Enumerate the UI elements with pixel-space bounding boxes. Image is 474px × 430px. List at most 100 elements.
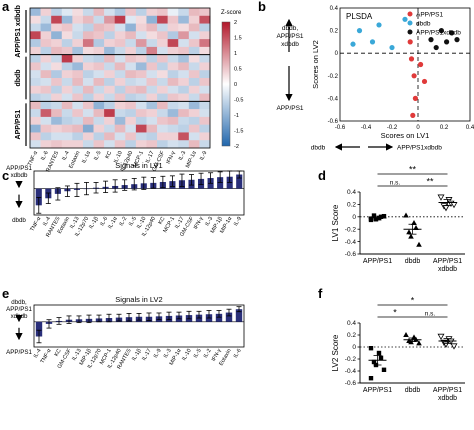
heatmap-cell (157, 101, 168, 110)
heatmap-cell (157, 78, 168, 87)
heatmap-cell (61, 140, 73, 149)
heatmap-column-label: IL-6 (40, 150, 49, 161)
heatmap-cell (93, 8, 105, 17)
heatmap-cell (82, 93, 94, 102)
significance-label: ** (426, 177, 434, 187)
scatter-point (421, 78, 428, 85)
bar-category-label: IL-4 (42, 216, 52, 227)
heatmap-cell (30, 116, 41, 125)
heatmap-cell (93, 78, 105, 87)
bar (35, 188, 42, 206)
heatmap-cell (82, 23, 94, 32)
heatmap-cell (199, 93, 211, 102)
bar-category-label: IL-6 (99, 216, 109, 227)
heatmap-cell (72, 46, 84, 55)
heatmap-column-label: IL-3 (178, 150, 187, 161)
heatmap-cell (93, 109, 105, 118)
bar-category-label: IL-17 (174, 216, 185, 230)
scatter-point (449, 30, 455, 36)
heatmap-cell (199, 15, 211, 24)
heatmap-cell (51, 101, 63, 110)
bar-category-label: IL-2 (118, 216, 128, 227)
heatmap-cell (125, 101, 137, 110)
scatter-point (428, 37, 434, 43)
heatmap-cell (40, 46, 52, 55)
heatmap-cell (93, 39, 105, 48)
heatmap-cell (167, 8, 179, 17)
heatmap-cell (114, 54, 126, 63)
heatmap-cell (146, 8, 158, 17)
heatmap-cell (61, 39, 73, 48)
scatter-point (412, 95, 418, 101)
heatmap-cell (178, 54, 190, 63)
heatmap-cell (93, 93, 105, 102)
heatmap-cell (135, 93, 147, 102)
data-point (376, 350, 382, 356)
x-category-label: dbdb (405, 258, 421, 265)
heatmap-cell (199, 31, 211, 40)
heatmap-cell (125, 93, 137, 102)
heatmap-cell (146, 39, 158, 48)
lv2-score-panel: 0.4 0.2 0 -0.2 -0.4 -0.6 LV2 Score APP/PS1 dbdb A… (331, 296, 465, 402)
heatmap-cell (82, 31, 94, 40)
heatmap-cell (146, 101, 158, 110)
heatmap-cell (199, 140, 211, 149)
heatmap-cell (188, 124, 200, 133)
heatmap-cell (188, 70, 200, 79)
y-tick-label: -0.6 (328, 119, 339, 125)
heatmap-cell (178, 15, 190, 24)
heatmap-cell (51, 132, 63, 141)
legend-label: dbdb (416, 21, 431, 28)
bar-category-label: KC (54, 348, 63, 358)
y-tick-label: -0.2 (345, 226, 357, 233)
heatmap-cell (82, 101, 94, 110)
y-tick-label: -0.2 (345, 356, 357, 363)
heatmap-cell (146, 93, 158, 102)
heatmap-cell (125, 8, 137, 17)
y-tick-label: 0 (352, 214, 356, 221)
heatmap-cell (61, 62, 73, 71)
heatmap-cell (72, 85, 84, 94)
heatmap-cell (61, 8, 73, 17)
y-axis-label: LV1 Score (331, 204, 340, 241)
heatmap-cell (157, 140, 168, 149)
heatmap-cell (114, 15, 126, 24)
heatmap-cell (199, 46, 211, 55)
heatmap-cell (72, 62, 84, 71)
heatmap-cell (135, 46, 147, 55)
scatter-point (438, 28, 444, 34)
heatmap-cell (82, 85, 94, 94)
heatmap-cell (135, 23, 147, 32)
heatmap-cell (82, 140, 94, 149)
heatmap-cell (40, 85, 52, 94)
heatmap-cell (199, 39, 211, 48)
colorbar-tick-label: -0.5 (234, 98, 243, 104)
heatmap-cell (199, 78, 211, 87)
heatmap-cell (82, 39, 94, 48)
heatmap-cell (61, 109, 73, 118)
heatmap-cell (104, 70, 116, 79)
heatmap-cell (135, 124, 147, 133)
heatmap-cell (93, 31, 105, 40)
heatmap-cell (93, 85, 105, 94)
heatmap-cell (178, 46, 190, 55)
heatmap-cell (114, 140, 126, 149)
heatmap-cell (157, 8, 168, 17)
heatmap-cell (104, 85, 116, 94)
bar-category-label: IL-10 (181, 348, 192, 362)
heatmap-cell (125, 124, 137, 133)
heatmap-cell (167, 140, 179, 149)
heatmap-cell (72, 54, 84, 63)
arrow-label-top: dbdb, (11, 299, 27, 306)
heatmap-cell (199, 23, 211, 32)
heatmap-cell (146, 54, 158, 63)
data-point (403, 212, 409, 218)
legend-marker (407, 20, 413, 26)
arrow-label-bottom: dbdb (12, 217, 26, 224)
heatmap-cell (199, 8, 211, 17)
heatmap-cell (167, 31, 179, 40)
arrow-label-right: APP/PS1xdbdb (397, 145, 442, 152)
heatmap-cell (51, 23, 63, 32)
heatmap-cell (61, 70, 73, 79)
colorbar-tick-label: 2 (234, 20, 237, 26)
